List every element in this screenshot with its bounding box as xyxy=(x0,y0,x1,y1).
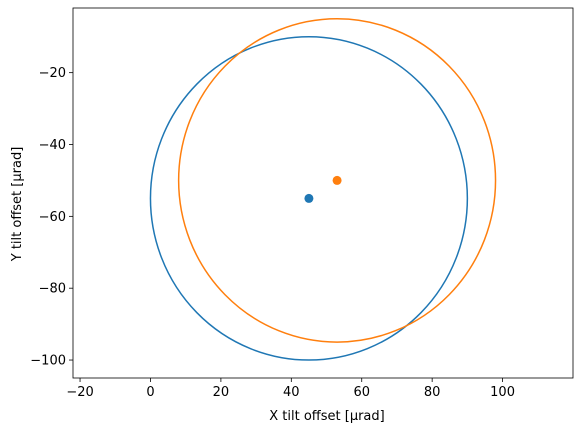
plot-frame xyxy=(72,7,574,379)
x-tick-label: 60 xyxy=(353,385,370,400)
axes: −20 0 20 40 60 80 100 −100 −80 −60 −40 −20 xyxy=(30,7,574,400)
series-1-circle xyxy=(149,35,469,361)
y-tick-label: −100 xyxy=(30,354,66,369)
y-tick-label: −20 xyxy=(39,66,66,81)
y-axis-label: Y tilt offset [µrad] xyxy=(10,147,25,263)
x-tick-label: 80 xyxy=(424,385,441,400)
x-tick-label: 100 xyxy=(490,385,515,400)
series-2-center-point xyxy=(332,175,342,185)
y-tick-label: −60 xyxy=(39,210,66,225)
x-axis-label: X tilt offset [µrad] xyxy=(269,409,384,424)
y-tick-label: −80 xyxy=(39,282,66,297)
y-tick-label: −40 xyxy=(39,138,66,153)
x-tick-label: 40 xyxy=(283,385,300,400)
x-tick-label: 0 xyxy=(146,385,154,400)
x-tick-label: −20 xyxy=(66,385,93,400)
plot-area xyxy=(149,18,497,361)
x-tick-label: 20 xyxy=(213,385,230,400)
series-1-center-point xyxy=(304,193,314,203)
series-2-circle xyxy=(177,18,497,343)
